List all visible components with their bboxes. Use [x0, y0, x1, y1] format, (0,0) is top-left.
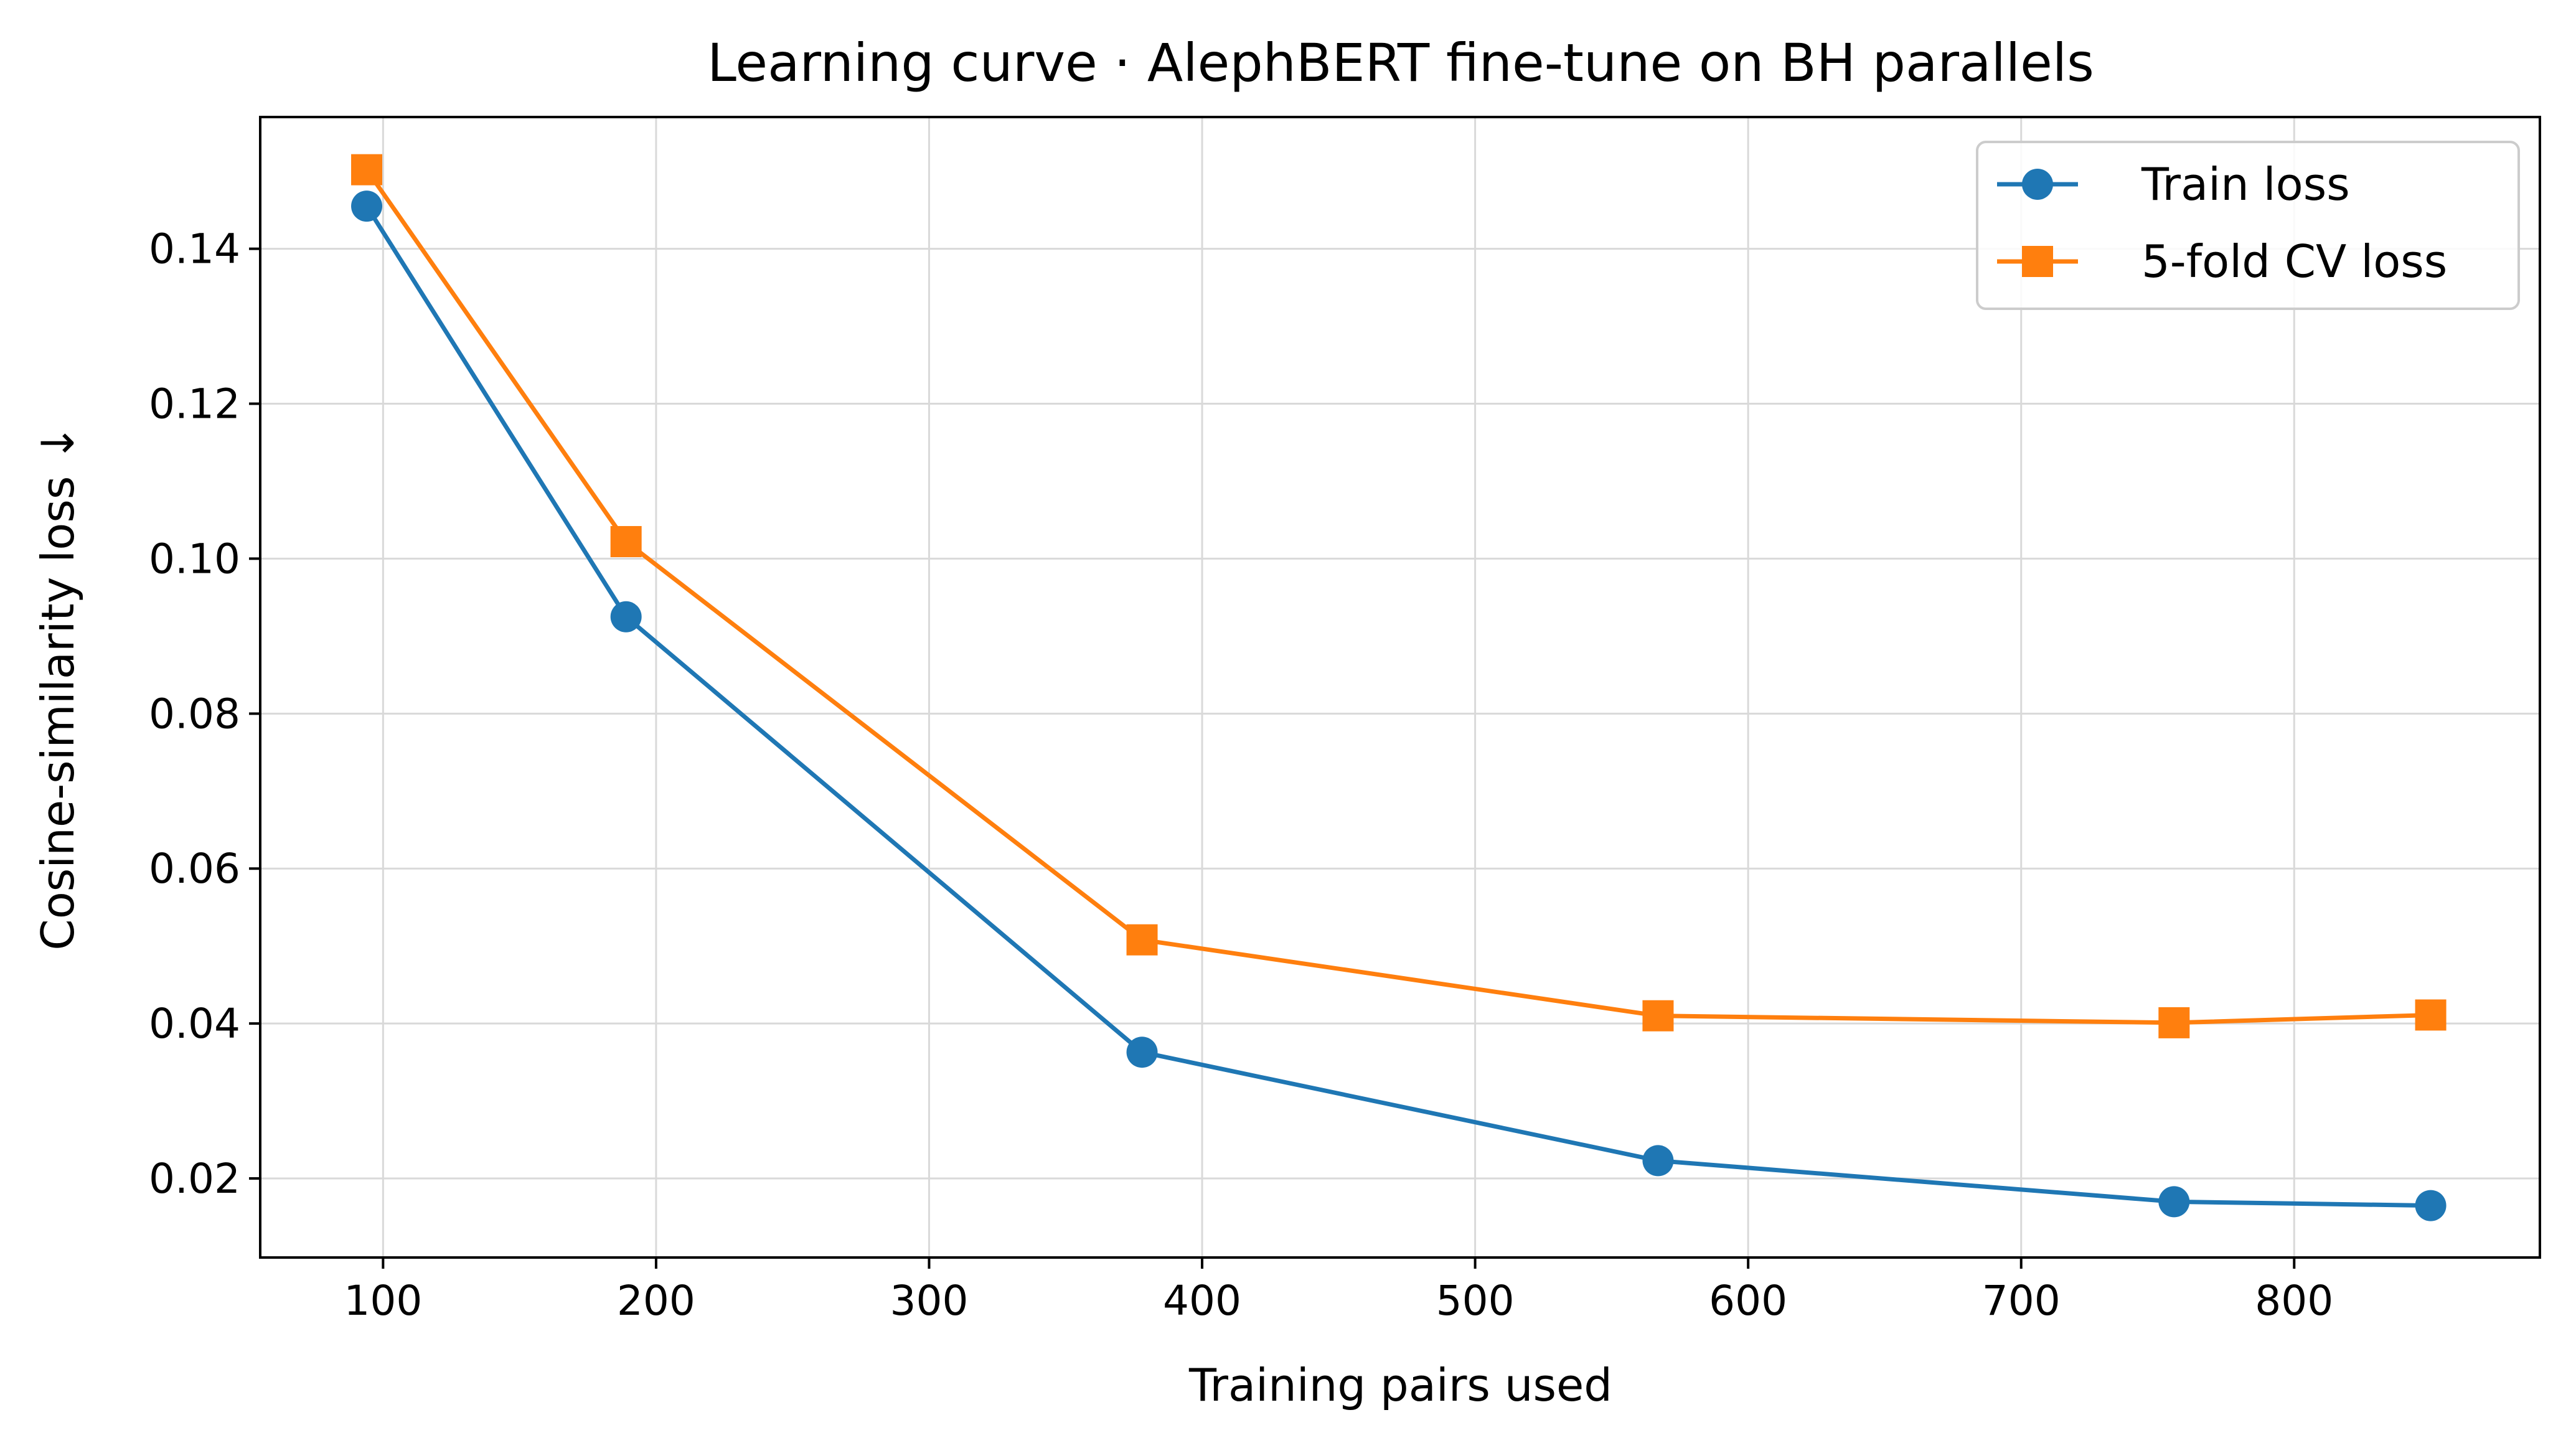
data-point: [1126, 924, 1158, 956]
y-tick-label: 0.12: [149, 380, 240, 428]
legend-label-cv: 5-fold CV loss: [2141, 235, 2447, 288]
x-tick-label: 200: [617, 1277, 695, 1325]
data-point: [2158, 1186, 2190, 1218]
y-tick-label: 0.02: [149, 1155, 240, 1203]
data-point: [1642, 1145, 1674, 1177]
x-tick-label: 600: [1709, 1277, 1787, 1325]
x-tick-label: 300: [890, 1277, 968, 1325]
x-axis-label: Training pairs used: [1188, 1359, 1612, 1411]
series-train-loss: [351, 190, 2447, 1221]
data-point: [2415, 999, 2447, 1031]
data-point: [610, 526, 642, 558]
x-tick-label: 500: [1436, 1277, 1515, 1325]
data-point: [351, 190, 383, 222]
y-tick-label: 0.14: [149, 225, 240, 273]
y-tick-label: 0.04: [149, 1000, 240, 1048]
x-tick-label: 800: [2255, 1277, 2333, 1325]
x-tick-label: 400: [1163, 1277, 1241, 1325]
legend-box: [1976, 141, 2520, 310]
data-point: [1642, 1000, 1674, 1032]
y-tick-label: 0.06: [149, 845, 240, 893]
series-line: [365, 168, 2431, 1025]
legend-marker-train: [2022, 169, 2053, 200]
data-point: [2415, 1190, 2447, 1221]
legend-label-train: Train loss: [2141, 158, 2350, 210]
series-cv-loss: [351, 154, 2447, 1038]
series-line: [365, 205, 2431, 1208]
x-tick-label: 700: [1982, 1277, 2061, 1325]
data-point: [351, 154, 383, 186]
y-axis: 0.02 0.04 0.06 0.08 0.10 0.12 0.14: [149, 225, 260, 1203]
series-layer: [351, 154, 2447, 1221]
legend: Train loss 5-fold CV loss: [1976, 141, 2520, 310]
data-point: [1126, 1037, 1158, 1068]
data-point: [610, 601, 642, 632]
x-axis: 100 200 300 400 500 600 700 800: [344, 1258, 2333, 1325]
chart-title: Learning curve · AlephBERT fine-tune on …: [707, 32, 2094, 93]
plot-frame: [259, 116, 2541, 1259]
legend-marker-cv: [2022, 246, 2053, 277]
y-tick-label: 0.08: [149, 690, 240, 738]
y-axis-label: Cosine-similarity loss ↓: [32, 424, 84, 950]
x-tick-label: 100: [344, 1277, 422, 1325]
y-tick-label: 0.10: [149, 535, 240, 583]
data-point: [2158, 1007, 2190, 1038]
